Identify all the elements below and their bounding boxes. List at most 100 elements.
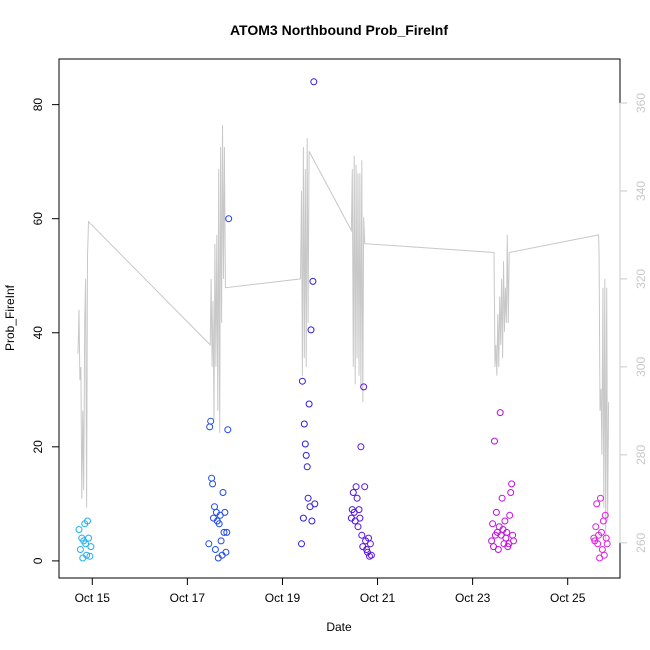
data-point bbox=[219, 489, 227, 496]
data-point bbox=[206, 423, 214, 431]
data-point bbox=[85, 534, 92, 542]
data-point bbox=[367, 551, 375, 559]
data-point bbox=[211, 503, 218, 511]
x-tick-label: Oct 15 bbox=[75, 591, 111, 605]
secondary-y-tick-label: 300 bbox=[634, 357, 648, 377]
data-point bbox=[501, 517, 509, 525]
data-point bbox=[597, 494, 604, 502]
secondary-y-tick-label: 280 bbox=[634, 445, 648, 465]
y-tick-label: 80 bbox=[31, 98, 45, 112]
data-point bbox=[601, 511, 609, 519]
data-point bbox=[355, 506, 363, 514]
data-point bbox=[299, 514, 307, 522]
y-axis: 0 20 40 60 80 bbox=[31, 98, 60, 564]
plot-frame bbox=[58, 58, 621, 579]
x-axis: Oct 15 Oct 17 Oct 19 Oct 21 Oct 23 Oct 25 bbox=[75, 577, 586, 605]
data-point bbox=[215, 520, 223, 528]
data-point bbox=[221, 508, 229, 516]
data-point bbox=[492, 508, 500, 516]
data-point bbox=[598, 528, 605, 536]
data-point bbox=[507, 489, 515, 496]
chart-title: ATOM3 Northbound Prob_FireInf bbox=[230, 22, 448, 38]
scatter-points bbox=[75, 78, 611, 562]
data-point bbox=[360, 383, 368, 391]
data-point bbox=[224, 426, 232, 434]
y-tick-label: 0 bbox=[31, 557, 45, 564]
data-point bbox=[208, 474, 216, 482]
data-point bbox=[308, 517, 316, 525]
data-point bbox=[366, 540, 374, 548]
data-point bbox=[489, 520, 497, 528]
data-point bbox=[600, 551, 608, 559]
data-point bbox=[349, 489, 357, 496]
data-point bbox=[509, 531, 517, 539]
data-point bbox=[304, 494, 312, 502]
secondary-y-tick-label: 360 bbox=[634, 93, 648, 113]
data-point bbox=[83, 551, 91, 559]
data-point bbox=[603, 540, 611, 548]
data-point bbox=[302, 451, 310, 459]
data-point bbox=[354, 523, 362, 531]
data-point bbox=[82, 540, 90, 548]
data-point bbox=[300, 420, 308, 428]
data-point bbox=[352, 483, 360, 491]
data-point bbox=[491, 437, 498, 445]
data-point bbox=[76, 546, 84, 553]
data-point bbox=[598, 546, 606, 553]
data-point bbox=[298, 540, 305, 548]
x-tick-label: Oct 19 bbox=[265, 591, 301, 605]
x-tick-label: Oct 23 bbox=[455, 591, 491, 605]
y-tick-label: 60 bbox=[31, 212, 45, 226]
data-point bbox=[205, 540, 213, 548]
data-point bbox=[84, 517, 91, 525]
x-tick-label: Oct 17 bbox=[170, 591, 206, 605]
secondary-y-tick-label: 320 bbox=[634, 269, 648, 289]
x-tick-label: Oct 21 bbox=[360, 591, 396, 605]
y-tick-label: 40 bbox=[31, 326, 45, 340]
data-point bbox=[309, 277, 317, 285]
data-point bbox=[503, 528, 511, 536]
data-point bbox=[225, 215, 233, 223]
data-point bbox=[298, 377, 306, 385]
data-point bbox=[496, 409, 504, 417]
data-point bbox=[301, 440, 309, 448]
data-point bbox=[86, 552, 94, 560]
data-point bbox=[502, 534, 510, 542]
data-point bbox=[358, 531, 366, 539]
data-point bbox=[593, 500, 601, 508]
data-point bbox=[353, 494, 361, 502]
data-point bbox=[508, 480, 516, 488]
secondary-y-tick-label: 340 bbox=[634, 181, 648, 201]
secondary-y-tick-label: 260 bbox=[634, 532, 648, 552]
data-point bbox=[498, 494, 506, 502]
data-point bbox=[510, 537, 517, 545]
data-point bbox=[87, 543, 95, 551]
data-point bbox=[217, 537, 225, 545]
data-point bbox=[220, 528, 228, 536]
data-point bbox=[303, 463, 311, 471]
data-point bbox=[361, 483, 369, 491]
secondary-series-line bbox=[77, 124, 610, 543]
data-point bbox=[488, 537, 496, 545]
data-point bbox=[357, 443, 365, 451]
data-point bbox=[211, 546, 219, 553]
x-axis-label: Date bbox=[326, 620, 352, 634]
data-point bbox=[209, 480, 217, 488]
data-point bbox=[223, 528, 231, 536]
series-line-path bbox=[77, 124, 610, 543]
data-point bbox=[305, 400, 313, 408]
data-point bbox=[310, 78, 318, 86]
data-point bbox=[506, 511, 514, 519]
data-point bbox=[311, 500, 319, 508]
data-point bbox=[75, 526, 83, 533]
data-point bbox=[494, 546, 502, 553]
y-tick-label: 20 bbox=[31, 440, 45, 454]
data-point bbox=[594, 540, 602, 548]
data-point bbox=[307, 326, 315, 334]
data-point bbox=[356, 514, 364, 522]
data-point bbox=[207, 417, 215, 425]
y-axis-label: Prob_FireInf bbox=[3, 284, 17, 351]
secondary-y-axis: 260 280 300 320 340 360 bbox=[619, 93, 648, 553]
data-point bbox=[222, 548, 230, 556]
